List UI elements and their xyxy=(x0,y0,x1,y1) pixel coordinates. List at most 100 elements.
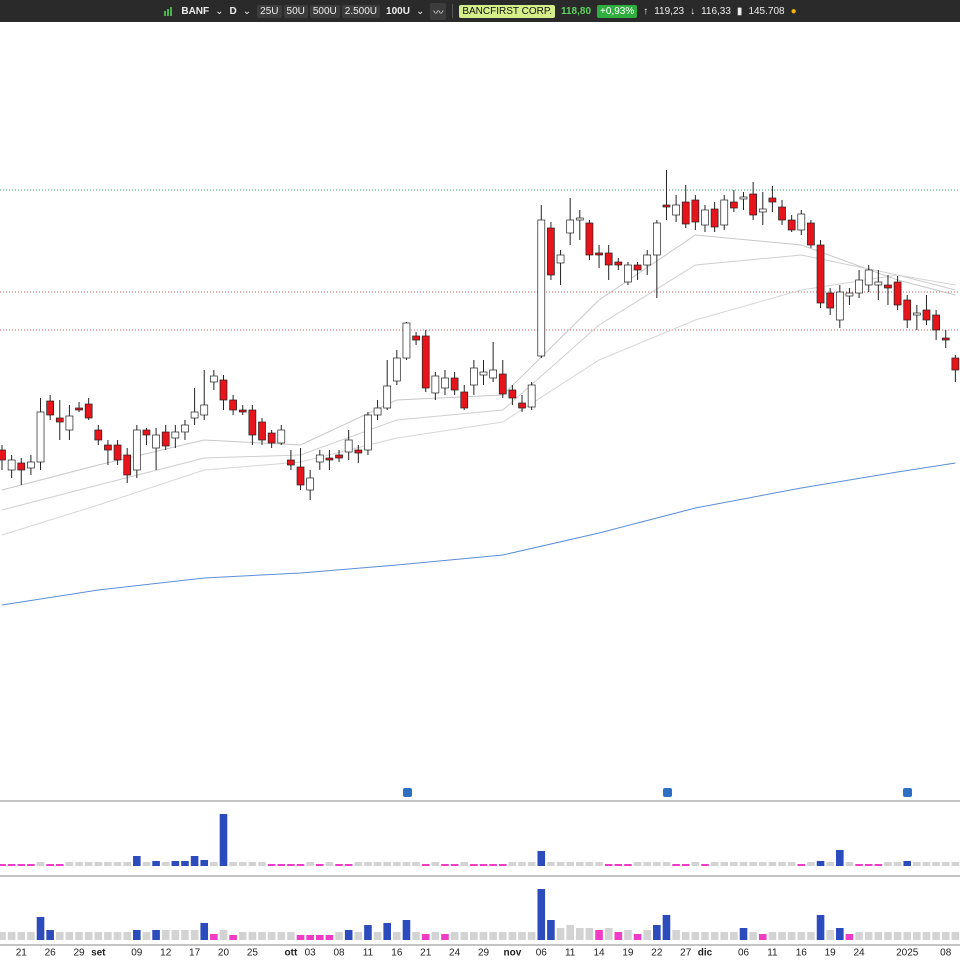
volume-bar xyxy=(537,889,546,940)
volume-bar xyxy=(229,935,237,940)
candle-body xyxy=(65,415,74,431)
x-tick-label: 08 xyxy=(940,948,952,959)
volume-icon: ▮ xyxy=(736,5,743,17)
volume-bar xyxy=(874,864,883,866)
volume-bar xyxy=(296,864,305,866)
candle-body xyxy=(296,466,305,486)
moving-average xyxy=(1,462,956,606)
volume-bar xyxy=(104,862,112,866)
candle-body xyxy=(874,281,883,286)
bars-button[interactable]: 2.500U xyxy=(341,4,381,18)
dropdown-icon[interactable]: ⌄ xyxy=(215,5,224,17)
bars-button[interactable]: 25U xyxy=(257,4,282,18)
volume-bar xyxy=(277,864,286,866)
x-tick-label: 11 xyxy=(565,948,576,959)
volume-bar xyxy=(720,862,729,866)
candle-body xyxy=(104,444,112,451)
volume-bar xyxy=(778,862,786,866)
event-icon[interactable] xyxy=(403,788,412,797)
x-tick-label: 16 xyxy=(391,948,403,959)
candle-body xyxy=(595,252,603,256)
candle-body xyxy=(238,409,247,413)
volume-bar xyxy=(123,932,131,940)
dropdown-icon[interactable]: ⌄ xyxy=(415,5,425,17)
volume-bar xyxy=(55,864,64,866)
candle-body xyxy=(662,204,671,208)
volume-bar xyxy=(325,935,334,940)
candle-body xyxy=(229,399,237,411)
volume-bar xyxy=(681,864,690,866)
status-dot: ● xyxy=(790,5,797,17)
volume-bar xyxy=(701,864,709,866)
candle-body xyxy=(498,373,507,395)
volume-bar xyxy=(181,930,189,940)
volume-bar xyxy=(7,864,16,866)
volume-bar xyxy=(758,862,767,866)
volume-bar xyxy=(720,932,729,940)
x-tick-label: 27 xyxy=(680,948,692,959)
volume-bar xyxy=(845,862,854,866)
candle-body xyxy=(624,264,632,283)
x-tick-label: 20 xyxy=(218,948,230,959)
symbol[interactable]: BANF xyxy=(181,5,210,17)
event-icon[interactable] xyxy=(903,788,912,797)
x-tick-label: 09 xyxy=(131,948,143,959)
candle-body xyxy=(681,201,690,225)
last-price: 118,80 xyxy=(560,5,592,17)
candle-body xyxy=(701,209,709,226)
volume-bar xyxy=(123,862,131,866)
volume-bar xyxy=(393,932,401,940)
volume-bar xyxy=(691,932,700,940)
x-tick-label: 14 xyxy=(593,948,605,959)
volume-bar xyxy=(258,932,266,940)
volume-bar xyxy=(364,925,372,940)
volume-bar xyxy=(431,932,440,940)
volume-bar xyxy=(836,850,844,866)
candle-body xyxy=(27,461,35,469)
volume-bar xyxy=(17,932,26,940)
volume-bar xyxy=(142,932,151,940)
volume-bar xyxy=(152,930,160,940)
bars-selected[interactable]: 100U xyxy=(386,5,410,17)
candle-body xyxy=(470,367,478,386)
x-tick-label: 11 xyxy=(363,948,374,959)
volume-bar xyxy=(941,932,950,940)
candle-body xyxy=(691,199,700,223)
volume-bar xyxy=(450,932,459,940)
candle-body xyxy=(248,409,257,436)
volume-bar xyxy=(258,862,266,866)
volume-bar xyxy=(383,923,391,940)
candle-body xyxy=(527,384,536,408)
candle-body xyxy=(575,217,584,221)
x-tick-label: 2025 xyxy=(896,948,919,959)
chart-style-icon[interactable]: 〰 xyxy=(430,2,447,20)
candle-body xyxy=(460,391,469,409)
volume-bar xyxy=(498,864,507,866)
candle-body xyxy=(383,385,392,409)
volume-bar xyxy=(576,928,584,940)
volume-bar xyxy=(893,932,902,940)
x-tick-label: 19 xyxy=(825,948,837,959)
volume-bar xyxy=(604,928,613,940)
candle-body xyxy=(364,414,372,451)
volume-bar xyxy=(200,923,209,940)
candle-body xyxy=(75,407,83,411)
interval[interactable]: D xyxy=(229,5,237,17)
high-icon: ↑ xyxy=(643,5,649,17)
volume-bar xyxy=(498,932,507,940)
volume-bar xyxy=(903,861,912,866)
volume-bar xyxy=(739,928,748,940)
candle-body xyxy=(171,431,180,439)
x-tick-label: 21 xyxy=(420,948,432,959)
dropdown-icon[interactable]: ⌄ xyxy=(242,5,252,17)
event-icon[interactable] xyxy=(663,788,672,797)
candle-body xyxy=(614,261,623,266)
volume-bar xyxy=(421,864,430,866)
candle-body xyxy=(267,432,276,444)
bars-button[interactable]: 500U xyxy=(309,4,340,18)
bars-button[interactable]: 50U xyxy=(283,4,308,18)
change: +0,93% xyxy=(597,4,638,18)
volume-bar xyxy=(787,932,796,940)
candle-body xyxy=(17,462,26,471)
